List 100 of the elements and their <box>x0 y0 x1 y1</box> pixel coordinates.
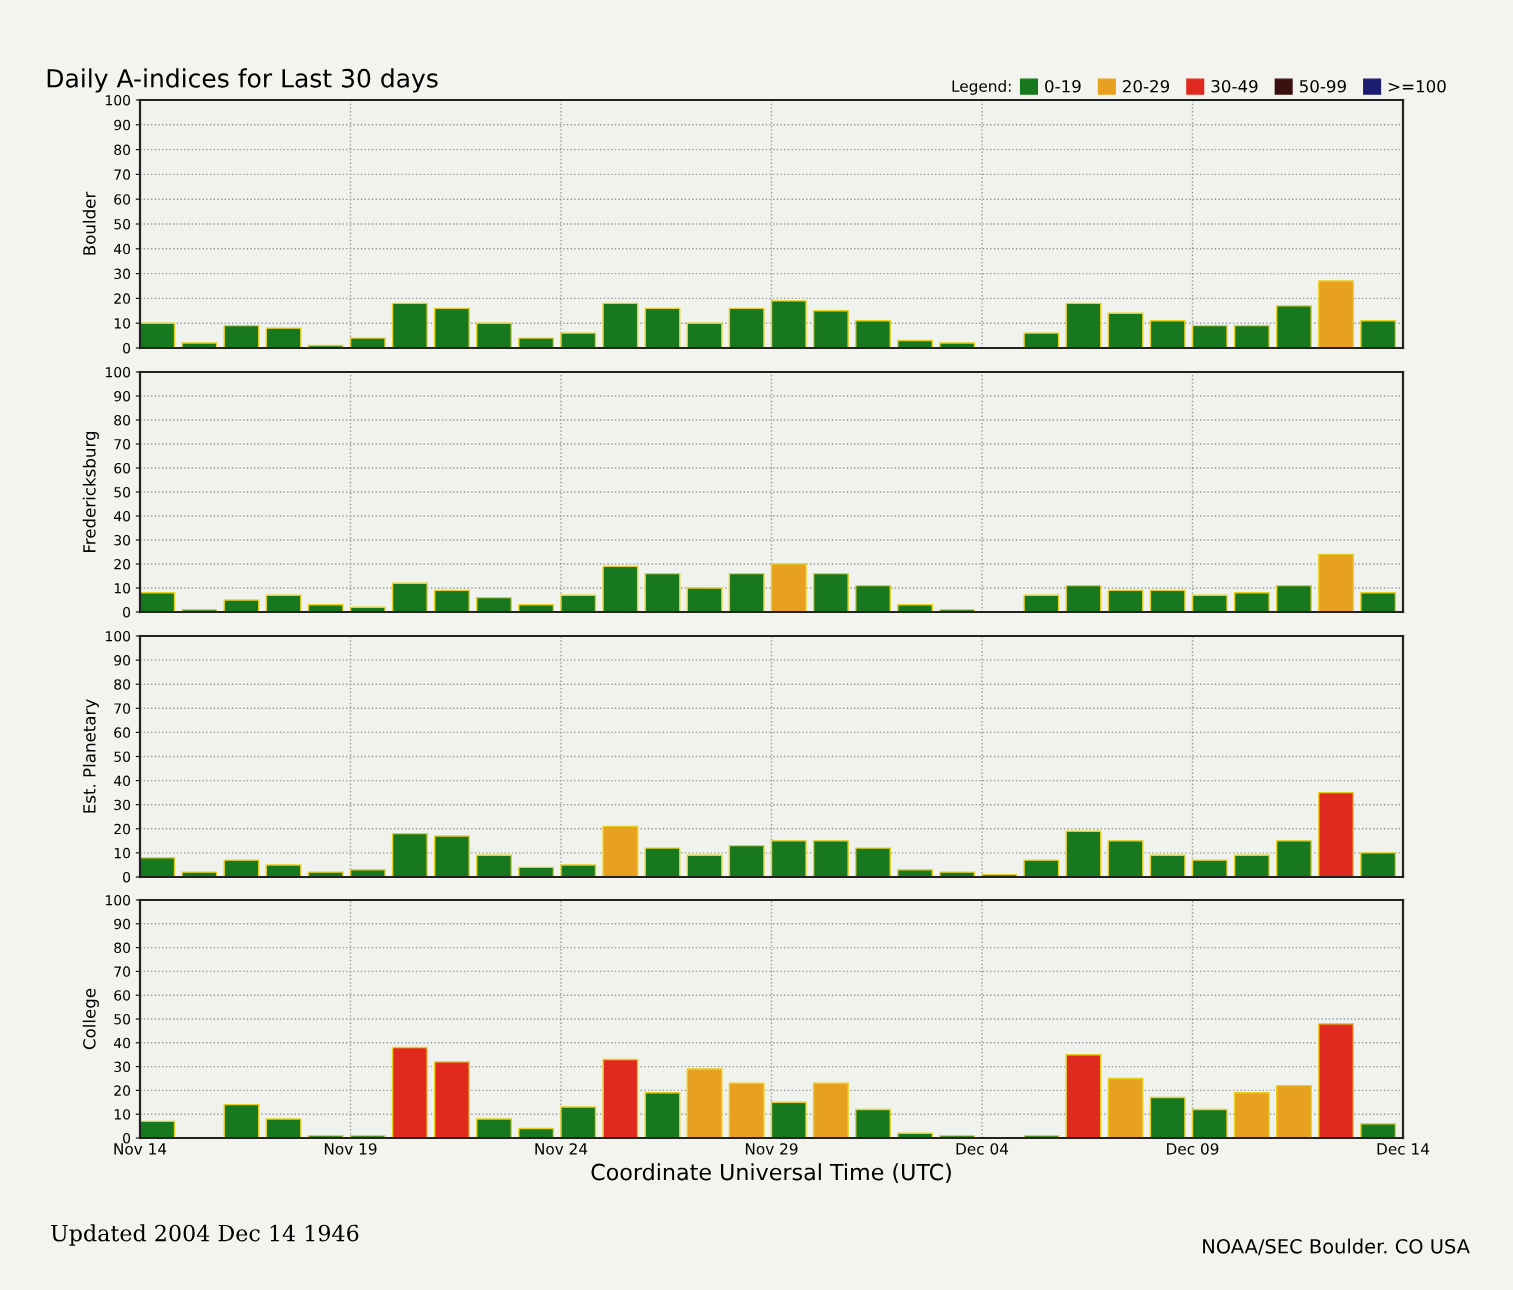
bar <box>1107 589 1144 612</box>
bar <box>602 1058 639 1138</box>
bar <box>1023 859 1060 877</box>
bar <box>265 1118 302 1138</box>
bar <box>1318 553 1355 612</box>
y-tick-label: 40 <box>113 1037 131 1049</box>
y-tick-label: 50 <box>114 751 131 762</box>
bar <box>812 1082 849 1138</box>
y-tick-label: 10 <box>114 847 131 859</box>
bar <box>770 300 807 348</box>
bar <box>391 582 428 612</box>
bar <box>1065 302 1102 348</box>
y-tick-label: 80 <box>114 942 131 954</box>
legend-label: 50-99 <box>1299 79 1346 93</box>
bar <box>391 1046 428 1138</box>
x-axis-title: Coordinate Universal Time (UTC) <box>591 1163 951 1184</box>
bar <box>1233 592 1270 612</box>
y-tick-label: 50 <box>114 486 131 498</box>
bar <box>644 307 681 348</box>
bar <box>1276 584 1312 612</box>
bar <box>812 572 849 612</box>
y-tick-label: 0 <box>123 1132 131 1144</box>
y-axis-title: Fredericksburg <box>82 431 99 552</box>
bar <box>1065 584 1102 612</box>
text: NOAA/SEC Boulder. CO USA <box>1203 1238 1470 1256</box>
y-tick-label: 30 <box>114 534 131 546</box>
y-tick-label: 20 <box>114 293 131 304</box>
bar <box>560 1106 597 1138</box>
y-tick-label: 90 <box>114 390 131 402</box>
bar <box>728 1082 765 1138</box>
y-tick-label: 0 <box>123 342 131 354</box>
text: Updated 2004 Dec 14 1946 <box>51 1224 359 1246</box>
x-tick-label: Nov 29 <box>745 1143 798 1155</box>
y-axis-title: Est. Planetary <box>82 699 99 813</box>
y-tick-label: 90 <box>114 655 131 666</box>
bar <box>1318 280 1355 348</box>
bar <box>855 584 891 612</box>
legend-title: Legend: <box>952 80 1011 95</box>
bar <box>434 1061 470 1138</box>
bar <box>265 594 302 612</box>
bar <box>728 307 765 348</box>
y-tick-label: 70 <box>114 703 131 714</box>
bar <box>855 1108 891 1138</box>
y-tick-label: 100 <box>105 894 131 906</box>
bar <box>602 825 639 877</box>
x-tick-label: Nov 14 <box>114 1143 167 1155</box>
bar <box>1233 324 1270 348</box>
y-tick-label: 20 <box>114 1085 131 1096</box>
y-tick-label: 40 <box>113 243 131 255</box>
bar <box>939 871 976 877</box>
y-tick-label: 60 <box>114 462 131 474</box>
bar <box>391 302 428 348</box>
bar <box>140 592 176 612</box>
bar <box>644 847 681 877</box>
y-tick-label: 90 <box>114 119 131 131</box>
bar <box>1360 1123 1397 1138</box>
x-tick-label: Dec 14 <box>1377 1143 1430 1155</box>
bar <box>1065 830 1102 877</box>
bar <box>1191 859 1228 877</box>
legend-label: 20-29 <box>1123 79 1170 93</box>
bar <box>1360 592 1397 612</box>
y-tick-label: 70 <box>114 966 131 977</box>
y-tick-label: 100 <box>105 366 131 378</box>
bar <box>223 1103 260 1138</box>
bar <box>1107 840 1144 877</box>
y-tick-label: 80 <box>114 414 131 426</box>
bar <box>1276 305 1312 348</box>
y-tick-label: 70 <box>114 438 131 450</box>
y-tick-label: 60 <box>114 727 131 738</box>
bar <box>223 859 260 877</box>
bar <box>1149 320 1186 348</box>
bar <box>1023 594 1060 612</box>
bar <box>1233 1092 1270 1138</box>
bar <box>1276 1084 1312 1138</box>
bar <box>644 572 681 612</box>
bar <box>686 587 723 612</box>
bar <box>686 854 723 877</box>
bar <box>1107 1077 1144 1138</box>
bar <box>265 864 302 877</box>
legend-label: >=100 <box>1388 79 1446 93</box>
y-tick-label: 10 <box>114 1109 131 1120</box>
y-tick-label: 30 <box>114 799 131 811</box>
y-tick-label: 90 <box>114 918 131 930</box>
bar <box>518 337 555 348</box>
bar <box>1318 791 1355 877</box>
bar <box>855 847 891 877</box>
y-tick-label: 50 <box>114 1013 131 1025</box>
bar <box>1360 320 1397 348</box>
bar <box>728 572 765 612</box>
bar <box>939 342 976 348</box>
bar <box>434 835 470 877</box>
bar <box>1149 1096 1186 1138</box>
bar <box>181 342 218 348</box>
y-tick-label: 0 <box>123 871 131 883</box>
bar <box>140 322 176 348</box>
x-tick-label: Nov 19 <box>324 1143 377 1155</box>
chart-title: Daily A-indices for Last 30 days <box>47 68 438 93</box>
bar <box>560 594 597 612</box>
y-tick-label: 30 <box>114 1061 131 1073</box>
bar <box>602 565 639 612</box>
